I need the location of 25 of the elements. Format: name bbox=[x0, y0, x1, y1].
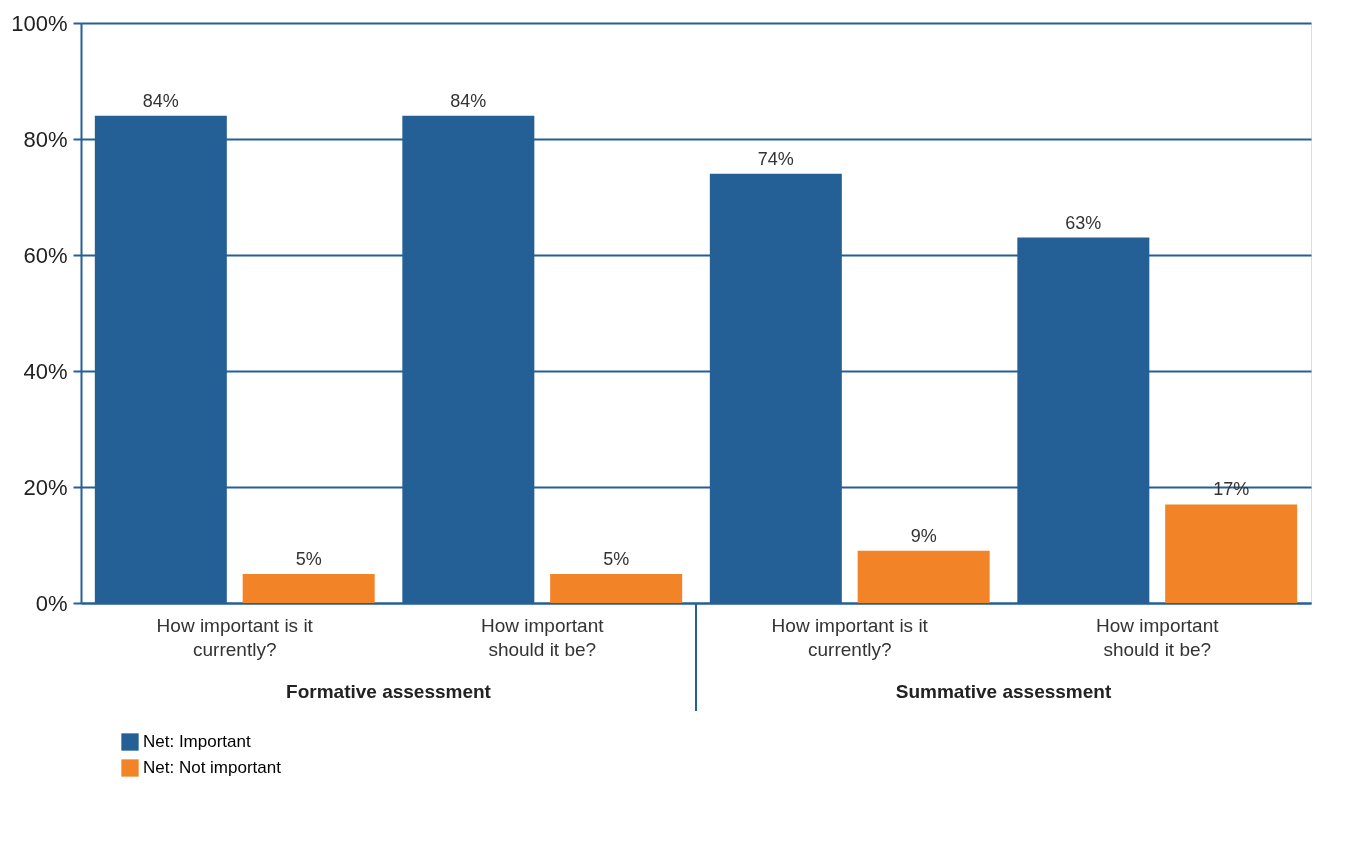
legend-label: Net: Not important bbox=[143, 758, 282, 777]
x-tick-label: How important is it currently? bbox=[156, 615, 314, 660]
y-tick-label: 60% bbox=[23, 242, 68, 268]
text: Formative assessment bbox=[286, 681, 492, 702]
bar bbox=[242, 574, 375, 603]
bar bbox=[550, 574, 683, 603]
y-tick-label: 80% bbox=[23, 126, 68, 152]
x-tick-label: How important is it currently? bbox=[771, 615, 929, 660]
data-label: 74% bbox=[757, 148, 794, 169]
bar bbox=[1165, 504, 1298, 603]
x-tick-label: How important should it be? bbox=[1096, 615, 1220, 660]
legend-label: Net: Important bbox=[143, 732, 251, 751]
data-label: 84% bbox=[142, 90, 179, 111]
y-tick-label: 20% bbox=[23, 474, 68, 500]
x-tick-label: How important should it be? bbox=[481, 615, 605, 660]
data-label: 9% bbox=[910, 525, 937, 546]
data-label: 5% bbox=[603, 549, 630, 569]
y-tick-label: 0% bbox=[35, 590, 68, 616]
data-label: 5% bbox=[295, 549, 322, 569]
y-tick-label: 40% bbox=[23, 358, 68, 384]
data-label: 84% bbox=[450, 90, 487, 111]
text: Summative assessment bbox=[895, 681, 1112, 702]
bar bbox=[857, 550, 990, 603]
data-label: 63% bbox=[1065, 212, 1102, 233]
y-tick-label: 100% bbox=[11, 10, 68, 36]
